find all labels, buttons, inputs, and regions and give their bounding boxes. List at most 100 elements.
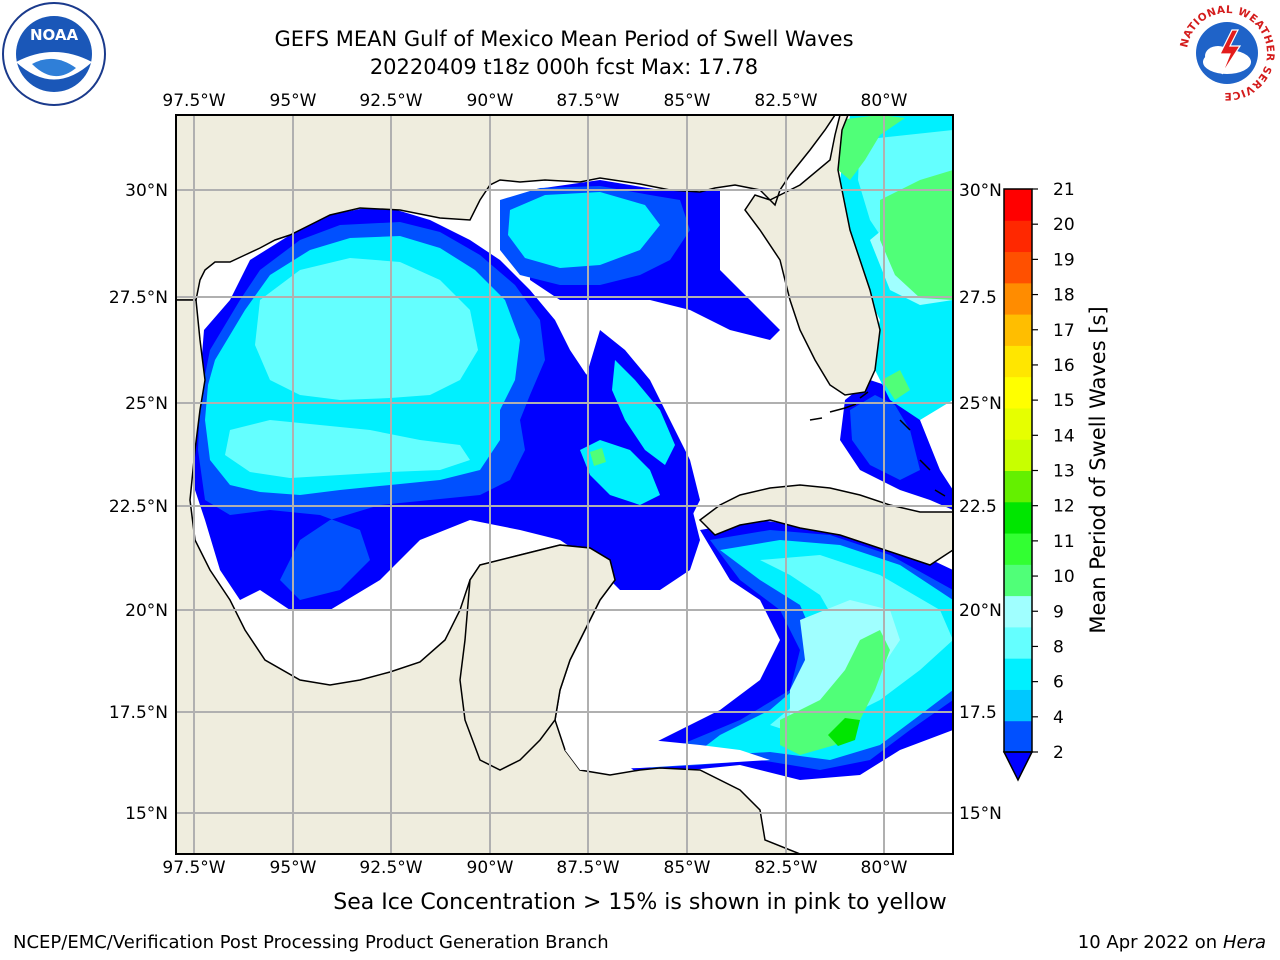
lat-tick-right: 15°N [959,804,1002,824]
swell-field-8s-gulf-south [225,420,470,478]
lon-tick-bottom: 87.5°W [556,858,619,878]
chart-subtitle: 20220409 t18z 000h fcst Max: 17.78 [369,55,759,79]
colorbar-segment [1004,220,1032,253]
colorbar-extend-low [1002,751,1034,782]
sea-ice-note: Sea Ice Concentration > 15% is shown in … [333,890,947,915]
swell-field-11s-caribbean [828,718,860,746]
lat-tick-right: 17.5 [959,703,997,723]
lat-tick-left: 22.5°N [109,497,168,517]
colorbar-tick-label: 13 [1053,462,1075,482]
lon-tick-bottom: 90°W [467,858,514,878]
map-layers [176,115,953,854]
lon-tick-top: 97.5°W [162,91,225,111]
colorbar-segment [1004,533,1032,565]
colorbar-segment [1004,501,1032,534]
colorbar-segment [1004,720,1032,753]
lon-tick-top: 87.5°W [556,91,619,111]
lon-tick-bottom: 97.5°W [162,858,225,878]
colorbar-tick-label: 14 [1053,426,1075,446]
lon-tick-top: 85°W [664,91,711,111]
colorbar-segment [1004,470,1032,503]
lon-tick-top: 80°W [861,91,908,111]
host-name: Hera [1222,932,1266,953]
land-honduras-coast-fill [565,735,770,770]
colorbar-tick-label: 12 [1053,497,1075,517]
colorbar-segment [1004,314,1032,346]
swell-field-10s-atlantic2 [880,170,953,300]
colorbar-tick-label: 16 [1053,356,1075,376]
colorbar-tick-label: 21 [1053,180,1075,200]
colorbar-segment [1004,189,1032,221]
colorbar-tick-label: 9 [1053,602,1064,622]
lat-tick-left: 30°N [125,181,168,201]
colorbar-tick-label: 20 [1053,215,1075,235]
lat-tick-right: 25°N [959,394,1002,414]
colorbar-tick-label: 2 [1053,743,1064,763]
colorbar-segment [1004,282,1032,315]
lat-tick-left: 17.5°N [109,703,168,723]
chart-title: GEFS MEAN Gulf of Mexico Mean Period of … [274,27,854,51]
land-bahamas [899,419,946,497]
lat-tick-right: 30°N [959,181,1002,201]
lon-tick-bottom: 80°W [861,858,908,878]
colorbar-segment [1004,345,1032,378]
colorbar-segment [1004,658,1032,690]
lon-tick-top: 92.5°W [359,91,422,111]
date-stamp: 10 Apr 2022 on Hera [1078,932,1266,953]
lat-tick-left: 15°N [125,804,168,824]
lon-tick-bottom: 92.5°W [359,858,422,878]
lon-tick-top: 82.5°W [754,91,817,111]
colorbar-tick-label: 10 [1053,567,1075,587]
colorbar-segment [1004,407,1032,440]
swell-field-10s-channel [590,448,606,466]
swell-field-10s-bahamas [882,370,910,400]
lon-labels-top: 97.5°W 95°W 92.5°W 90°W 87.5°W 85°W 82.5… [162,91,907,111]
lat-tick-left: 20°N [125,601,168,621]
lat-tick-right: 22.5 [959,497,997,517]
colorbar-segment [1004,251,1032,284]
swell-field-10s-caribbean [780,630,890,755]
colorbar-ticks: 2 4 6 8 9 10 11 12 13 14 15 16 17 18 19 20 21 [1032,180,1075,763]
colorbar-tick-label: 6 [1053,673,1064,693]
colorbar-tick-label: 19 [1053,250,1075,270]
lat-tick-left: 25°N [125,394,168,414]
lon-labels-bottom: 97.5°W 95°W 92.5°W 90°W 87.5°W 85°W 82.5… [162,858,907,878]
colorbar [1004,189,1032,753]
swell-field-6s-east [508,192,660,268]
noaa-logo: NOAA [2,2,106,106]
colorbar-tick-label: 8 [1053,637,1064,657]
lon-tick-bottom: 82.5°W [754,858,817,878]
swell-field-6s-channel2 [612,360,675,465]
lon-tick-top: 90°W [467,91,514,111]
branch-credit: NCEP/EMC/Verification Post Processing Pr… [13,932,609,953]
lat-labels-right: 30°N 27.5 25°N 22.5 20°N 17.5 15°N [959,181,1002,824]
colorbar-segment [1004,376,1032,409]
date-text: 10 Apr 2022 on [1077,932,1218,953]
lat-labels-left: 30°N 27.5°N 25°N 22.5°N 20°N 17.5°N 15°N [109,181,168,824]
colorbar-tick-label: 18 [1053,286,1075,306]
colorbar-segment [1004,595,1032,628]
lon-tick-bottom: 85°W [664,858,711,878]
swell-field-10s-atlantic [838,115,905,180]
colorbar-label: Mean Period of Swell Waves [s] [1086,306,1110,633]
land-small-keys [809,391,869,421]
colorbar-segment [1004,689,1032,722]
colorbar-tick-label: 15 [1053,391,1075,411]
colorbar-segment [1004,626,1032,659]
lat-tick-right: 20°N [959,601,1002,621]
colorbar-segment [1004,564,1032,597]
colorbar-tick-label: 17 [1053,321,1075,341]
land-yucatan [459,544,616,771]
gridlines [176,115,953,854]
lon-tick-top: 95°W [270,91,317,111]
colorbar-tick-label: 4 [1053,708,1064,728]
swell-field-9s-caribbean [790,600,900,720]
swell-field-8s [255,258,478,400]
colorbar-segment [1004,439,1032,471]
map-frame [175,114,954,855]
colorbar-tick-label: 11 [1053,532,1075,552]
lat-tick-left: 27.5°N [109,288,168,308]
lon-tick-bottom: 95°W [270,858,317,878]
nws-logo: NATIONAL WEATHER SERVICE [1177,3,1277,103]
